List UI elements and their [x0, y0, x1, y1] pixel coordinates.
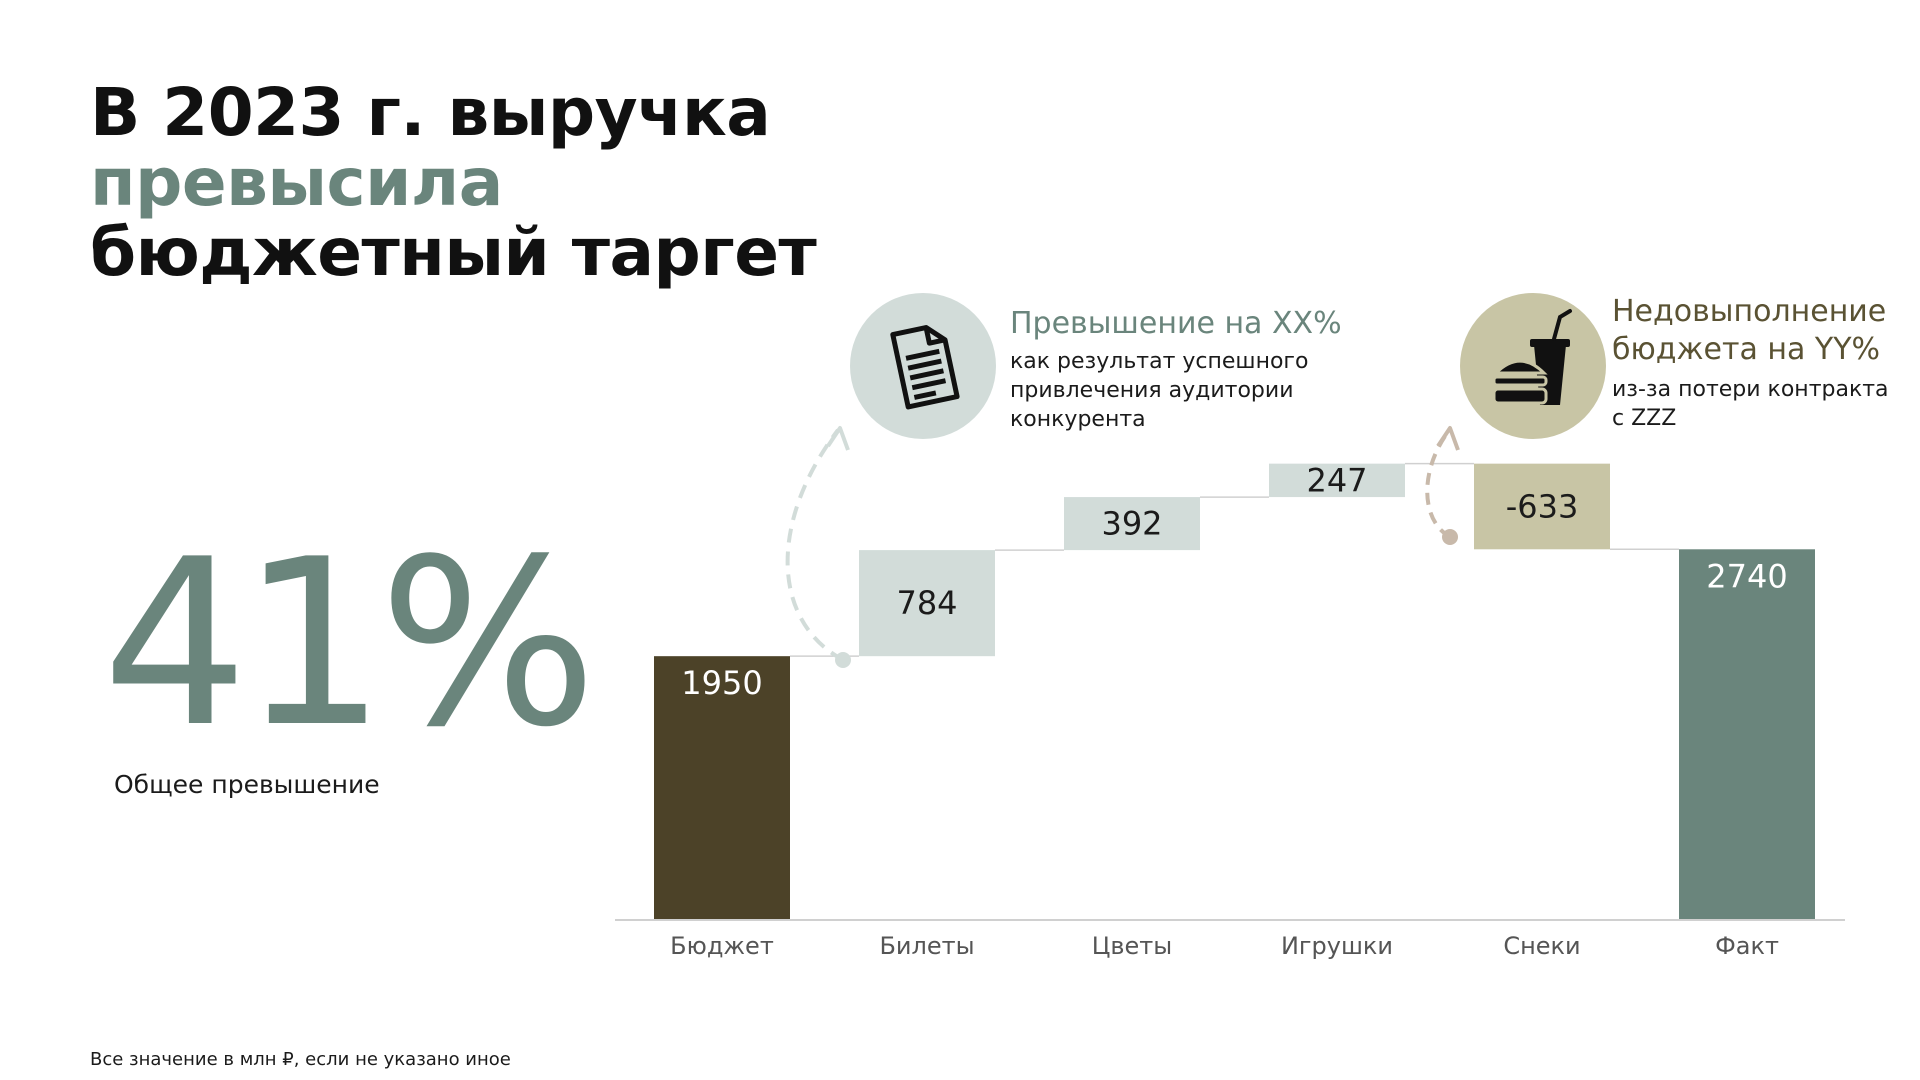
- callout-right-arrowhead: [1436, 426, 1460, 451]
- category-label: Игрушки: [1281, 932, 1393, 960]
- bar-4: [1474, 463, 1610, 550]
- callout-right-arrow: [1425, 430, 1452, 539]
- bar-0: [654, 656, 790, 920]
- callout-left-arrow: [785, 428, 844, 662]
- callout-left-body: как результат успешного привлечения ауди…: [1010, 347, 1308, 434]
- callout-left-arrow-dot: [835, 652, 851, 668]
- bar-1: [859, 550, 995, 657]
- callout-right-heading-line: Недовыполнение: [1612, 294, 1887, 329]
- document-icon: [890, 325, 960, 410]
- fast-food-icon: [1492, 309, 1572, 405]
- category-label: Факт: [1715, 932, 1779, 960]
- data-label: 1950: [681, 664, 762, 702]
- data-label: 247: [1306, 461, 1367, 499]
- title-line-1: В 2023 г. выручка: [90, 74, 771, 151]
- callout-left-heading: Превышение на XX%: [1010, 306, 1342, 341]
- data-label: 784: [896, 584, 957, 622]
- callout-right-heading: Недовыполнение бюджета на YY%: [1612, 293, 1886, 369]
- category-label: Цветы: [1092, 932, 1172, 960]
- bar-3: [1269, 463, 1405, 498]
- footnote: Все значение в млн ₽, если не указано ин…: [90, 1049, 511, 1070]
- callout-right-body: из-за потери контракта с ZZZ: [1612, 375, 1889, 433]
- kpi-label: Общее превышение: [114, 770, 380, 799]
- data-label: -633: [1506, 487, 1579, 525]
- callout-left-body-line: конкурента: [1010, 407, 1146, 432]
- category-label: Снеки: [1503, 932, 1580, 960]
- callout-right-circle: [1460, 293, 1606, 439]
- data-label: 392: [1101, 505, 1162, 543]
- callout-right-body-line: с ZZZ: [1612, 406, 1677, 431]
- title-line-3: бюджетный таргет: [90, 214, 817, 291]
- bar-5: [1679, 549, 1815, 920]
- title-line-2-accent: превысила: [90, 144, 503, 221]
- callout-left-arrowhead: [826, 426, 850, 451]
- kpi-value: 41%: [102, 511, 597, 778]
- bar-2: [1064, 497, 1200, 551]
- slide-title: В 2023 г. выручка превысила бюджетный та…: [90, 74, 817, 291]
- callout-right-heading-line: бюджета на YY%: [1612, 332, 1881, 367]
- category-label: Бюджет: [670, 932, 774, 960]
- data-label: 2740: [1706, 557, 1787, 595]
- callout-right-body-line: из-за потери контракта: [1612, 377, 1889, 402]
- category-label: Билеты: [879, 932, 974, 960]
- callout-right-arrow-dot: [1442, 529, 1458, 545]
- callout-left-body-line: как результат успешного: [1010, 349, 1309, 374]
- callout-left-body-line: привлечения аудитории: [1010, 378, 1294, 403]
- callout-left-circle: [850, 293, 996, 439]
